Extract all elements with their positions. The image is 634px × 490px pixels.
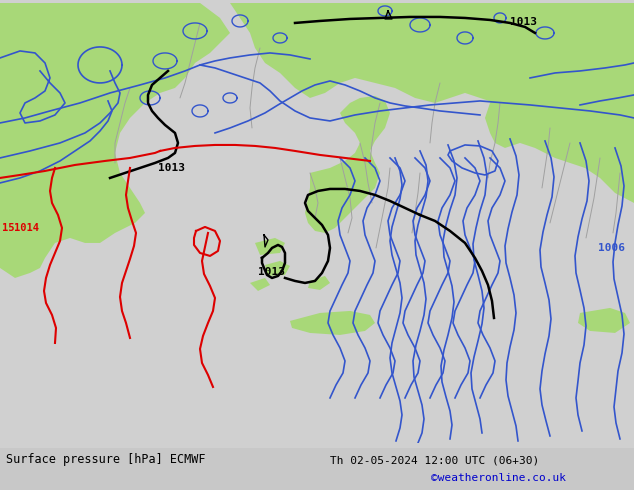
Polygon shape — [180, 3, 634, 143]
Polygon shape — [578, 308, 630, 333]
Text: 1013: 1013 — [158, 163, 185, 173]
Text: Surface pressure [hPa] ECMWF: Surface pressure [hPa] ECMWF — [6, 453, 206, 466]
Polygon shape — [255, 238, 285, 255]
Polygon shape — [0, 3, 230, 278]
Text: 1006: 1006 — [598, 243, 625, 253]
Polygon shape — [250, 278, 270, 291]
Text: 15: 15 — [2, 223, 15, 233]
Text: ©weatheronline.co.uk: ©weatheronline.co.uk — [431, 473, 566, 483]
Text: Th 02-05-2024 12:00 UTC (06+30): Th 02-05-2024 12:00 UTC (06+30) — [330, 455, 539, 465]
Polygon shape — [265, 261, 290, 276]
Polygon shape — [305, 96, 390, 233]
Text: 1013: 1013 — [258, 267, 285, 277]
Polygon shape — [308, 276, 330, 290]
Polygon shape — [290, 311, 375, 335]
Text: 1013: 1013 — [510, 17, 537, 27]
Polygon shape — [0, 213, 40, 251]
Polygon shape — [485, 3, 634, 203]
Text: 1014: 1014 — [14, 223, 39, 233]
